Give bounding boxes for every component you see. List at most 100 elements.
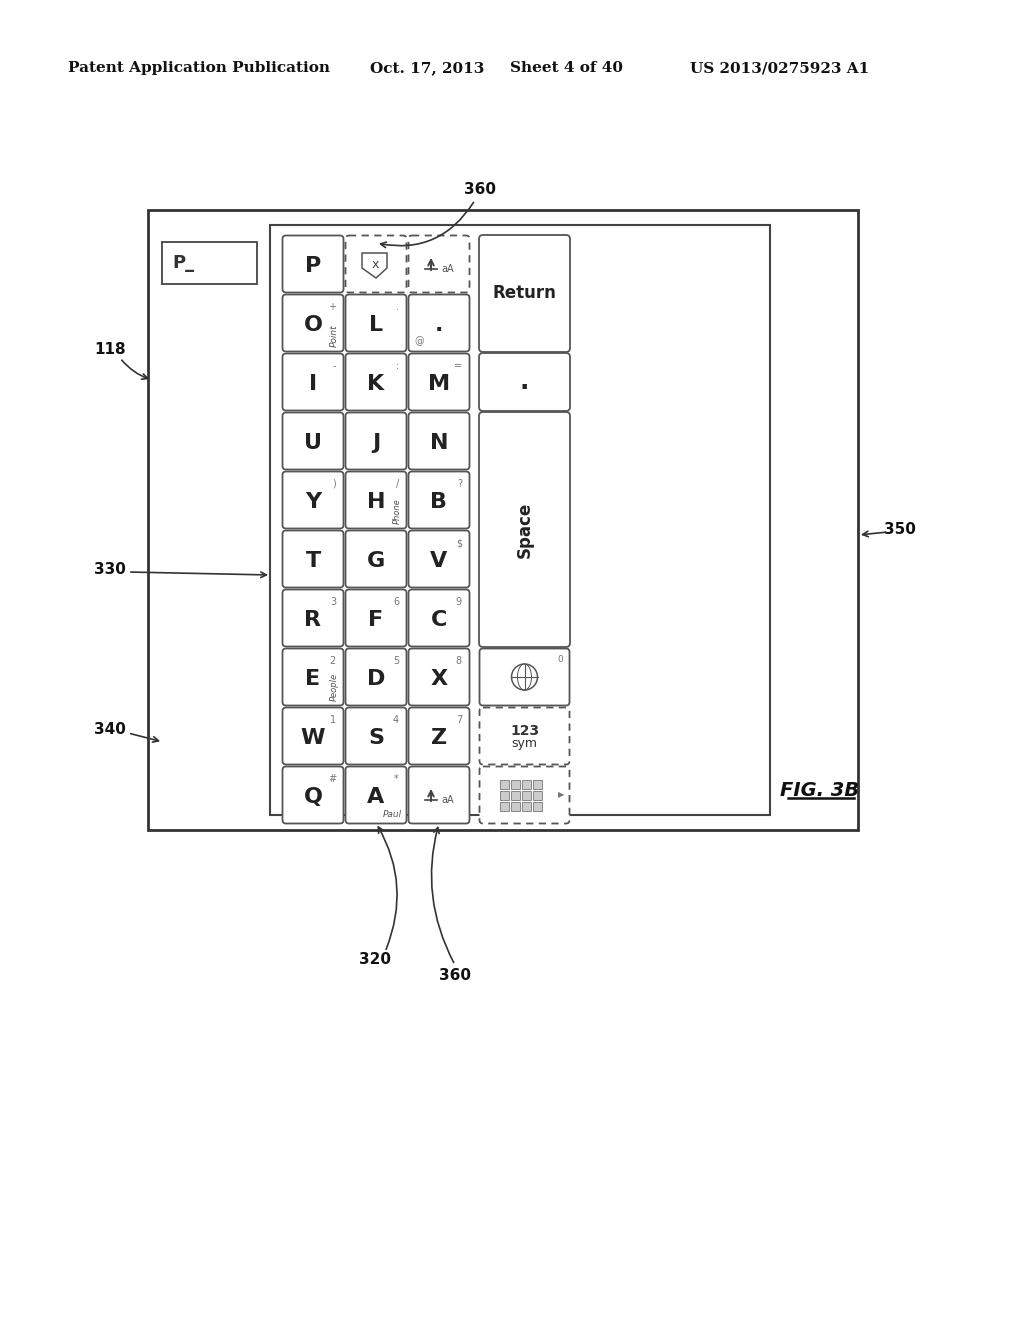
Text: P_: P_ [172,253,195,272]
Bar [532,791,542,800]
Text: aA: aA [441,264,455,275]
FancyBboxPatch shape [409,471,469,528]
Text: *: * [394,774,399,784]
Text: #: # [328,774,336,784]
Text: .: . [435,315,443,335]
Text: T: T [305,550,321,572]
FancyBboxPatch shape [409,294,469,351]
Text: US 2013/0275923 A1: US 2013/0275923 A1 [690,61,869,75]
Polygon shape [362,253,387,279]
Text: Q: Q [303,787,323,807]
Text: R: R [304,610,322,630]
FancyBboxPatch shape [345,708,407,764]
Bar [511,791,519,800]
FancyBboxPatch shape [283,648,343,705]
Text: 9: 9 [456,597,462,607]
FancyBboxPatch shape [345,294,407,351]
FancyBboxPatch shape [479,412,570,647]
Bar [511,801,519,810]
Text: aA: aA [441,795,455,805]
Text: ): ) [332,479,336,488]
Text: Patent Application Publication: Patent Application Publication [68,61,330,75]
FancyBboxPatch shape [409,354,469,411]
Text: 1: 1 [330,715,336,725]
Text: 2: 2 [330,656,336,667]
Text: L: L [369,315,383,335]
Text: 5: 5 [393,656,399,667]
Bar [500,801,509,810]
FancyBboxPatch shape [283,412,343,470]
Text: 340: 340 [94,722,126,738]
Bar [500,791,509,800]
Text: Phone: Phone [393,498,402,524]
Text: 350: 350 [884,523,915,537]
Text: 360: 360 [439,968,471,982]
Text: 7: 7 [456,715,462,725]
Bar [521,801,530,810]
FancyBboxPatch shape [345,471,407,528]
FancyBboxPatch shape [283,590,343,647]
Text: Y: Y [305,492,322,512]
FancyBboxPatch shape [283,294,343,351]
Text: H: H [367,492,385,512]
Bar [532,780,542,788]
Text: /: / [395,479,399,488]
Bar [521,791,530,800]
Text: A: A [368,787,385,807]
FancyBboxPatch shape [345,531,407,587]
Text: Z: Z [431,729,447,748]
FancyBboxPatch shape [479,235,570,352]
Text: P: P [305,256,322,276]
Text: N: N [430,433,449,453]
Text: O: O [303,315,323,335]
FancyBboxPatch shape [345,590,407,647]
Text: Oct. 17, 2013: Oct. 17, 2013 [370,61,484,75]
Text: G: G [367,550,385,572]
Text: W: W [301,729,326,748]
Text: M: M [428,374,451,393]
Text: Point: Point [330,325,339,347]
Text: B: B [430,492,447,512]
Bar [270,224,770,814]
Text: @: @ [414,337,424,346]
Text: I: I [309,374,317,393]
Bar [521,780,530,788]
Text: 320: 320 [359,953,391,968]
Bar [511,780,519,788]
FancyBboxPatch shape [283,708,343,764]
FancyBboxPatch shape [409,648,469,705]
Text: U: U [304,433,322,453]
Text: 6: 6 [393,597,399,607]
FancyBboxPatch shape [283,531,343,587]
FancyBboxPatch shape [409,590,469,647]
FancyBboxPatch shape [479,352,570,411]
FancyBboxPatch shape [409,235,469,293]
Text: 4: 4 [393,715,399,725]
Text: V: V [430,550,447,572]
Text: .: . [396,302,399,312]
Text: 8: 8 [456,656,462,667]
Text: E: E [305,669,321,689]
Text: ▶: ▶ [558,791,564,800]
Text: =: = [454,360,462,371]
Text: 330: 330 [94,562,126,578]
Text: Paul: Paul [383,810,402,818]
Text: +: + [328,302,336,312]
Bar [500,780,509,788]
FancyBboxPatch shape [409,767,469,824]
Text: 360: 360 [464,182,496,198]
FancyBboxPatch shape [479,708,569,764]
Text: 123: 123 [510,723,539,738]
Text: ?: ? [457,479,462,488]
FancyBboxPatch shape [345,235,407,293]
Text: Space: Space [515,502,534,557]
Text: 118: 118 [94,342,126,358]
Circle shape [512,664,538,690]
FancyBboxPatch shape [409,708,469,764]
Text: J: J [372,433,380,453]
Text: X: X [430,669,447,689]
FancyBboxPatch shape [479,648,569,705]
Text: Return: Return [493,285,556,302]
FancyBboxPatch shape [345,767,407,824]
Bar [162,242,257,284]
